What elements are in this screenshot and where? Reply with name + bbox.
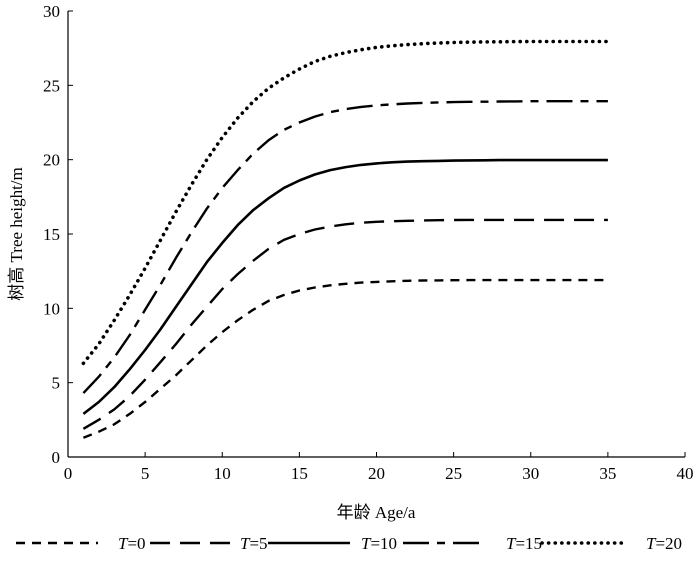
legend-label-T=15: T=15	[506, 534, 542, 553]
x-tick-label: 20	[368, 464, 385, 483]
legend-label-value: =15	[515, 534, 542, 553]
x-tick-label: 10	[214, 464, 231, 483]
y-tick-label: 0	[52, 448, 61, 467]
legend: T=0 T=5 T=10 T=15 T=20	[16, 534, 682, 553]
y-axis-title: 树高 Tree height/m	[7, 167, 26, 300]
legend-label-value: =20	[655, 534, 682, 553]
series-line-T=10	[82, 158, 608, 415]
legend-label-symbol: T	[506, 534, 517, 553]
legend-label-value: =10	[370, 534, 397, 553]
legend-label-T=10: T=10	[361, 534, 397, 553]
series-line-T=0	[82, 278, 608, 439]
y-tick-label: 25	[43, 76, 60, 95]
legend-label-value: =5	[249, 534, 267, 553]
y-tick-label: 5	[52, 374, 61, 393]
y-axis-ticks: 0 5 10 15 20 25 30	[43, 2, 73, 467]
plot-frame	[67, 11, 685, 458]
x-tick-label: 5	[141, 464, 150, 483]
legend-label-symbol: T	[118, 534, 129, 553]
x-tick-label: 40	[677, 464, 694, 483]
x-tick-label: 35	[599, 464, 616, 483]
series-lines	[81, 39, 610, 439]
legend-label-value: =0	[127, 534, 145, 553]
y-tick-label: 30	[43, 2, 60, 21]
legend-label-T=0: T=0	[118, 534, 146, 553]
x-axis-ticks: 0 5 10 15 20 25 30 35 40	[64, 452, 694, 483]
y-tick-label: 15	[43, 225, 60, 244]
series-line-T=5	[82, 218, 608, 430]
series-line-T=20	[81, 39, 610, 366]
x-tick-label: 0	[64, 464, 73, 483]
x-axis-title: 年龄 Age/a	[337, 503, 416, 522]
x-tick-label: 30	[522, 464, 539, 483]
y-tick-label: 20	[43, 151, 60, 170]
legend-label-symbol: T	[240, 534, 251, 553]
legend-label-symbol: T	[646, 534, 657, 553]
x-tick-label: 15	[291, 464, 308, 483]
series-line-T=15	[82, 99, 608, 394]
legend-label-T=5: T=5	[240, 534, 268, 553]
legend-label-symbol: T	[361, 534, 372, 553]
legend-label-T=20: T=20	[646, 534, 682, 553]
y-tick-label: 10	[43, 299, 60, 318]
x-tick-label: 25	[445, 464, 462, 483]
